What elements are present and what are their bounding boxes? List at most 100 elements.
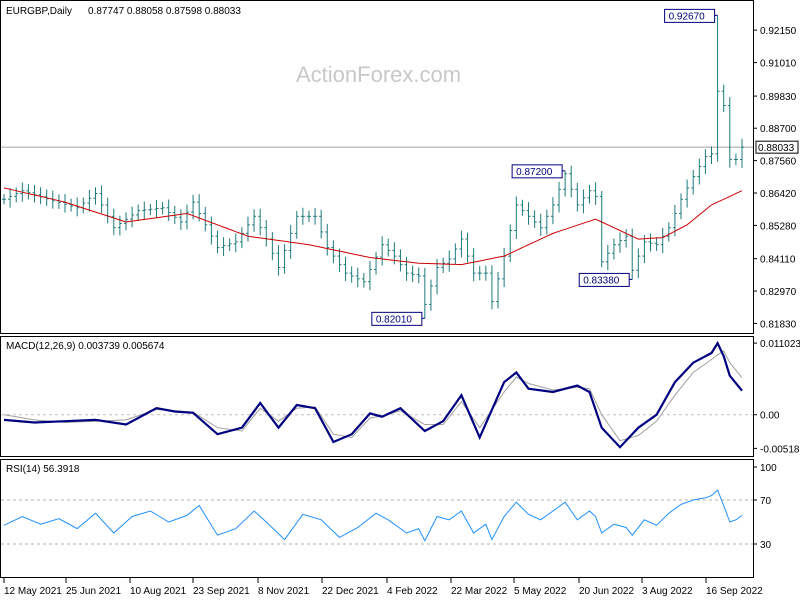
ohlc-bar: [569, 165, 574, 198]
price-callout: 0.92670: [664, 8, 718, 23]
ohlc-bar: [550, 197, 555, 225]
ohlc-bar: [221, 237, 226, 257]
ohlc-bar: [642, 234, 647, 264]
date-axis: 12 May 2021 25 Jun 2021 10 Aug 2021 23 Sep …: [3, 578, 763, 597]
svg-text:0.92670: 0.92670: [669, 11, 706, 22]
price-tick-label: 0.92150: [760, 26, 797, 37]
price-tick-label: 0.86420: [760, 189, 797, 200]
price-panel: [0, 0, 754, 334]
ohlc-bar: [593, 182, 598, 205]
ohlc-bar: [178, 209, 183, 230]
ohlc-bar: [483, 265, 488, 281]
ohlc-bar: [99, 185, 104, 214]
price-axis: 0.92150 0.91010 0.89830 0.88700 0.87560 0.864…: [753, 26, 797, 330]
ohlc-bar: [130, 206, 135, 228]
price-tick-label: 0.87560: [760, 157, 797, 168]
price-tick-label: 0.85280: [760, 221, 797, 232]
ohlc-values: 0.87747 0.88058 0.87598 0.88033: [88, 6, 241, 17]
ohlc-bar: [679, 193, 684, 220]
ohlc-bar: [227, 238, 232, 252]
ohlc-bar: [215, 230, 220, 254]
ohlc-bar: [599, 190, 604, 268]
ohlc-bar: [123, 212, 128, 231]
svg-text:0.82010: 0.82010: [376, 314, 413, 325]
ohlc-bar: [733, 153, 738, 166]
ohlc-bar: [740, 138, 744, 168]
rsi-line: [3, 489, 743, 542]
ohlc-bar: [367, 260, 372, 291]
ohlc-bar: [93, 187, 98, 205]
ohlc-bar: [203, 206, 208, 232]
ohlc-bar: [441, 257, 446, 274]
ohlc-bar: [496, 272, 501, 309]
ohlc-bar: [209, 216, 214, 245]
date-tick-label: 25 Jun 2021: [66, 586, 121, 597]
ohlc-bar: [184, 204, 189, 230]
ohlc-bar: [111, 208, 116, 236]
last-price-label: 0.88033: [755, 140, 799, 154]
ohlc-bar: [557, 181, 562, 213]
ohlc-bar: [258, 208, 263, 236]
ohlc-bar: [575, 182, 580, 212]
ohlc-bar: [361, 272, 366, 288]
ohlc-bar: [691, 169, 696, 195]
ohlc-bar: [276, 245, 281, 276]
price-callout: 0.83380: [578, 272, 633, 287]
macd-title: MACD(12,26,9) 0.003739 0.005674: [6, 341, 165, 352]
macd-tick-label: 0.011023: [760, 339, 800, 350]
rsi-tick-label: 30: [760, 540, 772, 551]
ohlc-bar: [544, 209, 549, 235]
ohlc-bar: [319, 209, 324, 239]
ohlc-bar: [87, 189, 92, 212]
ohlc-bar: [26, 183, 31, 200]
ohlc-bar: [160, 201, 165, 215]
ohlc-bar: [538, 213, 543, 236]
rsi-title: RSI(14) 56.3918: [6, 464, 80, 475]
moving-average-line: [3, 187, 743, 266]
date-tick-label: 20 Jun 2022: [579, 586, 634, 597]
date-tick-label: 3 Aug 2022: [642, 586, 693, 597]
ohlc-bar: [618, 232, 623, 253]
price-tick-label: 0.84110: [760, 255, 796, 266]
ohlc-bar: [422, 267, 427, 319]
ohlc-bar: [300, 207, 305, 225]
ohlc-bar: [453, 243, 458, 265]
price-title: EURGBP,Daily: [6, 6, 72, 17]
ohlc-bar: [727, 97, 732, 168]
price-callout: 0.87200: [511, 164, 566, 179]
price-tick-label: 0.91010: [760, 59, 797, 70]
price-callouts: 0.92670 0.87200 0.82010 0.83380: [371, 8, 718, 326]
date-tick-label: 23 Sep 2021: [193, 586, 250, 597]
ohlc-bar: [471, 248, 476, 282]
ohlc-bar: [325, 223, 330, 256]
ohlc-bar: [563, 170, 568, 197]
svg-text:0.88033: 0.88033: [758, 143, 795, 154]
date-tick-label: 5 May 2022: [514, 586, 567, 597]
price-tick-label: 0.82970: [760, 287, 797, 298]
ohlc-bar: [666, 222, 671, 242]
date-tick-label: 4 Feb 2022: [387, 586, 438, 597]
ohlc-bar: [624, 229, 629, 248]
price-tick-label: 0.81830: [760, 319, 797, 330]
price-tick-label: 0.88700: [760, 124, 797, 135]
macd-main-line: [3, 340, 743, 449]
macd-tick-label: 0.00: [760, 411, 780, 422]
ohlc-bar: [709, 146, 714, 164]
ohlc-bar: [477, 265, 482, 281]
ohlc-bar: [715, 15, 720, 162]
ohlc-bar: [520, 199, 525, 216]
ohlc-bar: [703, 149, 708, 174]
ohlc-bar: [331, 240, 336, 264]
date-tick-label: 22 Dec 2021: [322, 586, 379, 597]
ohlc-bar: [508, 224, 513, 263]
ohlc-bar: [386, 238, 391, 257]
rsi-axis: 100 70 30: [753, 463, 777, 551]
price-callout: 0.82010: [371, 311, 425, 326]
ohlc-bar: [374, 251, 379, 275]
price-bars: [2, 15, 744, 319]
ohlc-bar: [465, 232, 470, 263]
date-tick-label: 10 Aug 2021: [130, 586, 187, 597]
ohlc-bar: [282, 244, 287, 274]
ohlc-bar: [148, 203, 153, 216]
